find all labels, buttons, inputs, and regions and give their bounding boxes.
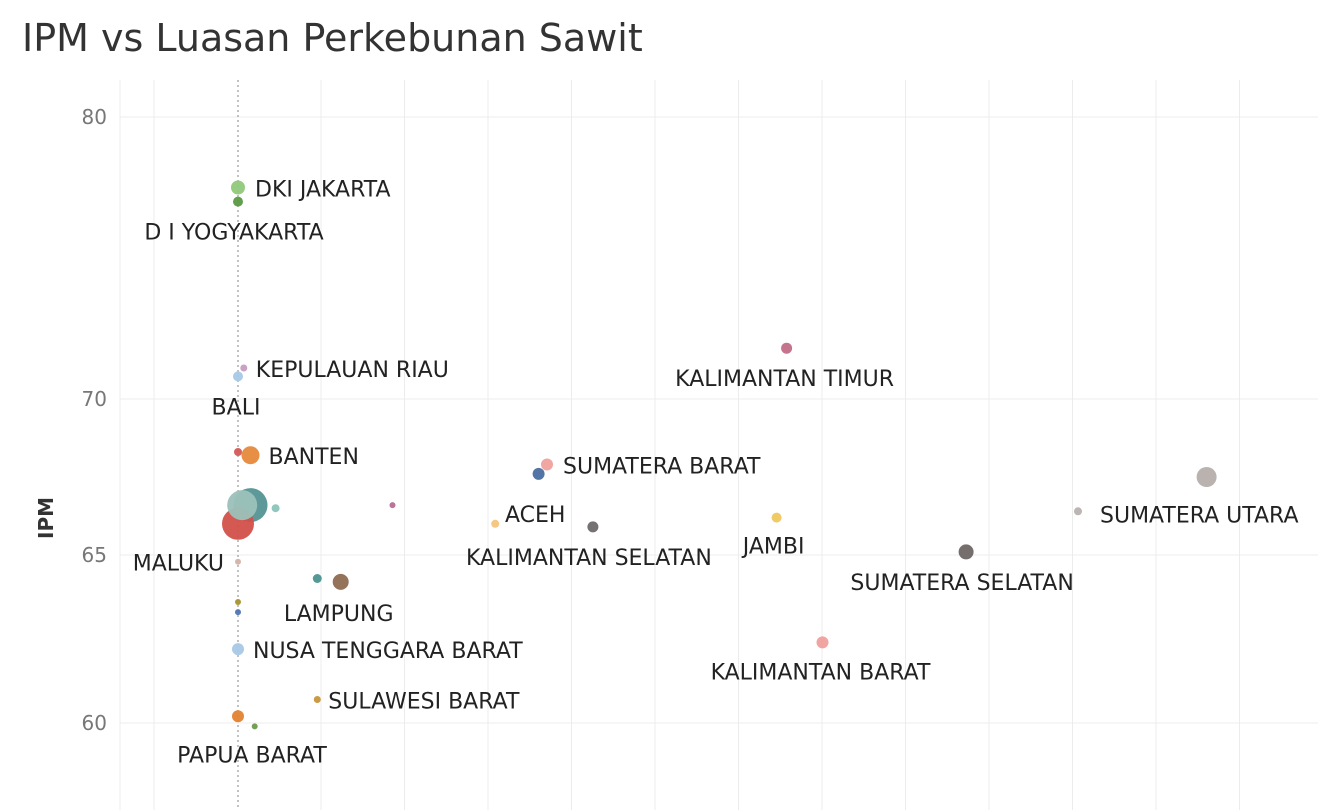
y-tick-label: 65 xyxy=(82,543,107,567)
data-point xyxy=(231,180,245,195)
point-label: PAPUA BARAT xyxy=(177,743,327,768)
data-points xyxy=(222,180,1217,730)
point-label: SULAWESI BARAT xyxy=(328,690,520,715)
data-point xyxy=(491,519,500,528)
data-point xyxy=(233,371,243,382)
data-point xyxy=(541,458,553,471)
point-label: JAMBI xyxy=(741,535,805,560)
data-point xyxy=(313,696,321,703)
point-label: SUMATERA UTARA xyxy=(1100,503,1299,528)
y-axis-ticks: 60 65 70 80 xyxy=(82,105,107,735)
grid-lines xyxy=(119,80,1318,810)
data-point xyxy=(312,574,322,583)
data-point xyxy=(1196,467,1217,487)
data-point xyxy=(389,502,396,509)
point-labels: DKI JAKARTA D I YOGYAKARTA KEPULAUAN RIAU B… xyxy=(133,178,1299,769)
point-label: DKI JAKARTA xyxy=(255,178,391,203)
point-label: KALIMANTAN TIMUR xyxy=(675,367,894,392)
data-point xyxy=(241,446,260,465)
data-point xyxy=(271,504,280,513)
data-point xyxy=(251,723,258,730)
data-point xyxy=(781,342,793,354)
point-label: KALIMANTAN BARAT xyxy=(711,660,931,685)
y-tick-label: 60 xyxy=(82,711,107,735)
data-point xyxy=(816,636,829,649)
y-axis-label: IPM xyxy=(34,497,58,539)
data-point xyxy=(232,710,244,723)
data-point xyxy=(227,490,258,521)
data-point xyxy=(235,609,241,616)
data-point xyxy=(233,196,243,207)
data-point xyxy=(235,558,241,565)
point-label: KALIMANTAN SELATAN xyxy=(466,546,712,571)
data-point xyxy=(532,467,545,480)
data-point xyxy=(332,573,349,590)
point-label: SUMATERA BARAT xyxy=(563,455,761,480)
point-label: NUSA TENGGARA BARAT xyxy=(253,639,523,664)
y-tick-label: 80 xyxy=(82,105,107,129)
data-point xyxy=(232,643,244,656)
data-point xyxy=(958,544,974,560)
point-label: MALUKU xyxy=(133,552,224,577)
data-point xyxy=(234,448,242,456)
data-point xyxy=(771,512,782,523)
data-point xyxy=(587,521,599,533)
data-point xyxy=(235,599,241,605)
chart-title: IPM vs Luasan Perkebunan Sawit xyxy=(22,16,643,60)
point-label: LAMPUNG xyxy=(284,602,394,627)
point-label: D I YOGYAKARTA xyxy=(144,221,323,246)
point-label: KEPULAUAN RIAU xyxy=(256,358,449,383)
point-label: BALI xyxy=(212,395,261,420)
data-point xyxy=(240,364,248,372)
point-label: SUMATERA SELATAN xyxy=(850,571,1073,596)
point-label: ACEH xyxy=(505,503,565,528)
data-point xyxy=(1074,507,1082,516)
y-tick-label: 70 xyxy=(82,387,107,411)
point-label: BANTEN xyxy=(269,445,359,470)
